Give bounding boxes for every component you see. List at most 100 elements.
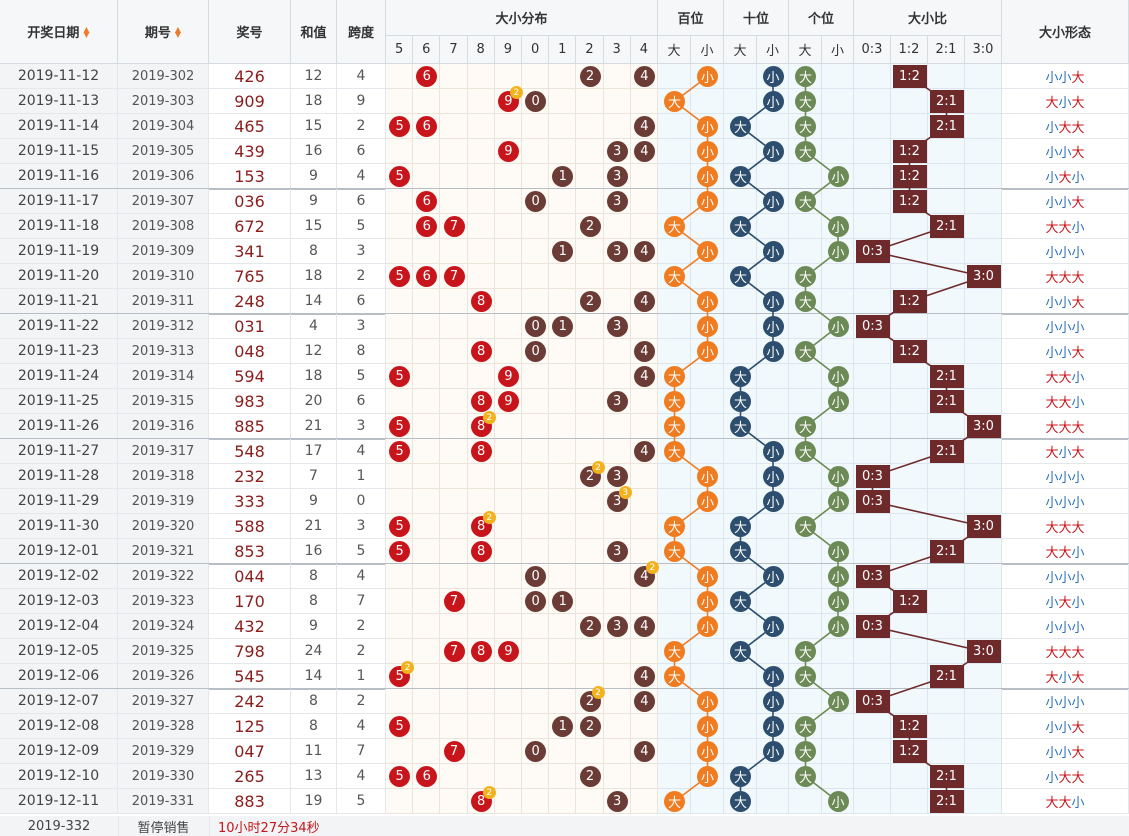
- grid-cell: [965, 639, 1002, 664]
- grid-cell: [576, 789, 604, 814]
- digit-ball: 6: [416, 266, 438, 287]
- grid-cell: [965, 614, 1002, 639]
- date-cell: 2019-11-30: [0, 514, 118, 539]
- position-ball: 大: [795, 66, 816, 87]
- grid-cell: [603, 489, 631, 514]
- grid-cell: [691, 189, 724, 214]
- grid-cell: [928, 339, 965, 364]
- winning-number: 465: [209, 114, 291, 139]
- grid-cell: [413, 589, 441, 614]
- date-cell: 2019-12-02: [0, 564, 118, 589]
- form-value: 小小小: [1002, 564, 1129, 589]
- sort-icon[interactable]: ▲ ▼: [83, 24, 90, 39]
- table-row: 2019-11-12 2019-302 426 12 4 小小大: [0, 64, 1129, 89]
- span-value: 4: [337, 64, 386, 89]
- ratio-band: [854, 289, 1002, 314]
- grid-cell: [603, 714, 631, 739]
- repeat-badge: 2: [591, 461, 605, 474]
- grid-cell: [724, 614, 757, 639]
- sort-icon[interactable]: ▲ ▼: [174, 24, 182, 39]
- header-distribution: 大小分布: [386, 0, 658, 36]
- position-ball: 小: [697, 191, 718, 212]
- form-char: 小: [1045, 695, 1059, 711]
- form-value: 大大大: [1002, 639, 1129, 664]
- form-char: 大: [1071, 195, 1085, 211]
- grid-cell: [522, 214, 550, 239]
- form-char: 大: [1045, 395, 1059, 411]
- grid-cell: [630, 89, 658, 114]
- grid-cell: [386, 764, 414, 789]
- grid-cell: [630, 314, 658, 339]
- header-date[interactable]: 开奖日期 ▲ ▼: [0, 0, 118, 64]
- grid-cell: [928, 639, 965, 664]
- grid-cell: [467, 389, 495, 414]
- grid-cell: [789, 489, 822, 514]
- grid-cell: [891, 614, 928, 639]
- grid-cell: [789, 514, 822, 539]
- position-ball: 大: [795, 191, 816, 212]
- grid-cell: [891, 514, 928, 539]
- date-cell: 2019-12-08: [0, 714, 118, 739]
- position-ball: 大: [664, 641, 685, 662]
- winning-number: 125: [209, 714, 291, 739]
- position-ball: 小: [762, 716, 784, 737]
- digit-ball: 9: [497, 366, 519, 387]
- grid-cell: [549, 339, 577, 364]
- ratio-box: 2:1: [929, 540, 964, 563]
- grid-cell: [494, 614, 522, 639]
- grid-cell: [891, 464, 928, 489]
- grid-cell: [576, 64, 604, 89]
- position-ball: 小: [697, 116, 718, 137]
- header-digit-1: 1: [549, 36, 577, 64]
- sum-value: 21: [291, 514, 337, 539]
- header-issue[interactable]: 期号 ▲ ▼: [118, 0, 209, 64]
- form-char: 小: [1045, 620, 1059, 636]
- grid-cell: [822, 639, 854, 664]
- date-cell: 2019-12-04: [0, 614, 118, 639]
- span-value: 5: [337, 214, 386, 239]
- grid-cell: [724, 439, 757, 464]
- grid-cell: [724, 214, 757, 239]
- form-char: 小: [1071, 495, 1085, 511]
- form-char: 大: [1058, 120, 1072, 136]
- grid-cell: [549, 739, 577, 764]
- digit-ball: 2: [579, 291, 601, 312]
- form-char: 小: [1071, 470, 1085, 486]
- form-char: 大: [1045, 795, 1059, 811]
- digit-ball: 5: [389, 441, 411, 462]
- digit-ball: 9: [497, 141, 519, 162]
- ratio-box: 1:2: [892, 340, 927, 363]
- digit-ball: 9: [497, 641, 519, 662]
- form-value: 大大大: [1002, 264, 1129, 289]
- header-units-small: 小: [822, 36, 854, 64]
- date-cell: 2019-12-10: [0, 764, 118, 789]
- header-ratio-3-0: 3:0: [965, 36, 1002, 64]
- grid-cell: [440, 314, 468, 339]
- grid-cell: [386, 639, 414, 664]
- grid-cell: [494, 89, 522, 114]
- form-char: 大: [1071, 720, 1085, 736]
- grid-cell: [494, 739, 522, 764]
- position-ball: 大: [730, 541, 751, 562]
- grid-cell: [965, 314, 1002, 339]
- position-ball: 大: [730, 116, 751, 137]
- position-ball: 大: [664, 516, 685, 537]
- grid-cell: [576, 439, 604, 464]
- grid-cell: [549, 314, 577, 339]
- digit-ball: 8: [470, 291, 492, 312]
- position-ball: 小: [762, 466, 784, 487]
- grid-cell: [549, 89, 577, 114]
- grid-cell: [630, 764, 658, 789]
- grid-cell: [691, 364, 724, 389]
- position-ball: 大: [730, 516, 751, 537]
- grid-cell: [822, 64, 854, 89]
- position-ball: 小: [697, 716, 718, 737]
- form-char: 大: [1045, 445, 1059, 461]
- distribution-band: [386, 364, 658, 389]
- grid-cell: [658, 214, 691, 239]
- grid-cell: [822, 489, 854, 514]
- grid-cell: [440, 689, 468, 714]
- form-char: 大: [1058, 270, 1072, 286]
- grid-cell: [386, 389, 414, 414]
- span-value: 9: [337, 89, 386, 114]
